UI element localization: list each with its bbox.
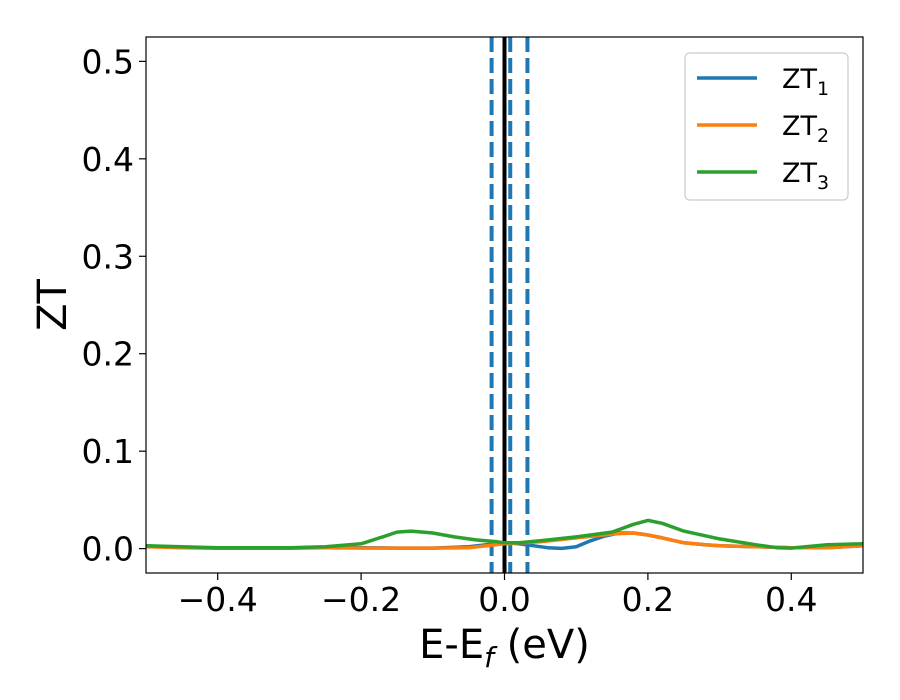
reference-lines <box>489 37 530 573</box>
legend: ZT1 ZT2 ZT3 <box>684 52 849 201</box>
legend-label-zt1: ZT1 <box>782 64 829 100</box>
y-tick-label: 0.5 <box>82 42 134 81</box>
series-group <box>146 518 863 551</box>
legend-frame <box>684 52 849 201</box>
x-axis-label-unit: (eV) <box>494 622 590 668</box>
x-axis: −0.4 −0.2 0.0 0.2 0.4 <box>178 573 818 619</box>
x-axis-label: E-Ef (eV) <box>419 622 590 674</box>
y-axis-label: ZT <box>30 279 76 331</box>
legend-label-zt2: ZT2 <box>782 111 829 147</box>
y-tick-label: 0.3 <box>82 237 134 276</box>
series-line-zt3 <box>146 518 863 550</box>
x-tick-label: 0.2 <box>622 580 674 619</box>
x-axis-label-base: E-E <box>419 622 484 668</box>
x-tick-label: 0.0 <box>478 580 530 619</box>
x-tick-label: 0.4 <box>765 580 817 619</box>
x-tick-label: −0.2 <box>321 580 401 619</box>
y-tick-label: 0.4 <box>82 140 134 179</box>
y-axis: 0.0 0.1 0.2 0.3 0.4 0.5 <box>82 42 146 569</box>
y-tick-label: 0.2 <box>82 335 134 374</box>
legend-label-zt3: ZT3 <box>782 158 829 194</box>
y-tick-label: 0.1 <box>82 432 134 471</box>
x-tick-label: −0.4 <box>178 580 258 619</box>
y-tick-label: 0.0 <box>82 530 134 569</box>
